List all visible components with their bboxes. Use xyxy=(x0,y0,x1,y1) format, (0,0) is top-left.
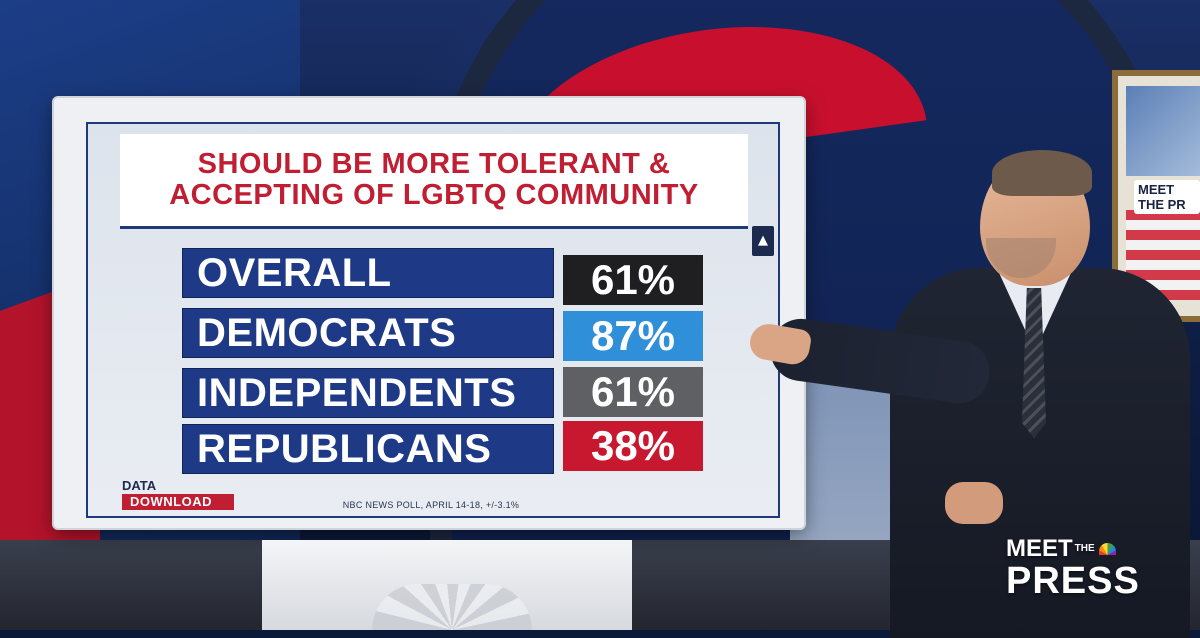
title-line-1: SHOULD BE MORE TOLERANT & xyxy=(197,148,671,180)
frame-badge: MEET THE PR xyxy=(1134,180,1200,214)
row-label-overall: OVERALL xyxy=(182,248,554,298)
brand-download: DOWNLOAD xyxy=(122,494,234,510)
nbc-peacock-base xyxy=(372,584,532,630)
presenter-hand xyxy=(945,482,1003,524)
presenter-hair xyxy=(992,150,1092,196)
flag-canton xyxy=(1126,86,1200,176)
title-line-2: ACCEPTING OF LGBTQ COMMUNITY xyxy=(169,179,699,211)
row-value-republicans: 38% xyxy=(563,421,703,471)
nbc-peacock-icon: ▲ xyxy=(752,226,774,256)
graphic-title: SHOULD BE MORE TOLERANT & ACCEPTING OF L… xyxy=(120,134,748,229)
logo-the: THE xyxy=(1074,543,1095,554)
presenter xyxy=(740,150,1200,638)
presenter-tie xyxy=(1022,288,1046,438)
logo-press: PRESS xyxy=(1006,560,1140,602)
row-label-independents: INDEPENDENTS xyxy=(182,368,554,418)
poll-source: NBC NEWS POLL, APRIL 14-18, +/-3.1% xyxy=(342,500,520,510)
meet-the-press-logo: MEET THE PRESS xyxy=(1006,536,1140,602)
peacock-icon xyxy=(1099,543,1116,555)
row-label-democrats: DEMOCRATS xyxy=(182,308,554,358)
logo-line-1: MEET THE xyxy=(1006,536,1116,562)
row-value-independents: 61% xyxy=(563,367,703,417)
logo-meet: MEET xyxy=(1006,535,1073,562)
brand-data: DATA xyxy=(122,478,157,493)
data-download-logo: DATA DOWNLOAD xyxy=(122,479,234,511)
row-value-democrats: 87% xyxy=(563,311,703,361)
row-value-overall: 61% xyxy=(563,255,703,305)
row-label-republicans: REPUBLICANS xyxy=(182,424,554,474)
